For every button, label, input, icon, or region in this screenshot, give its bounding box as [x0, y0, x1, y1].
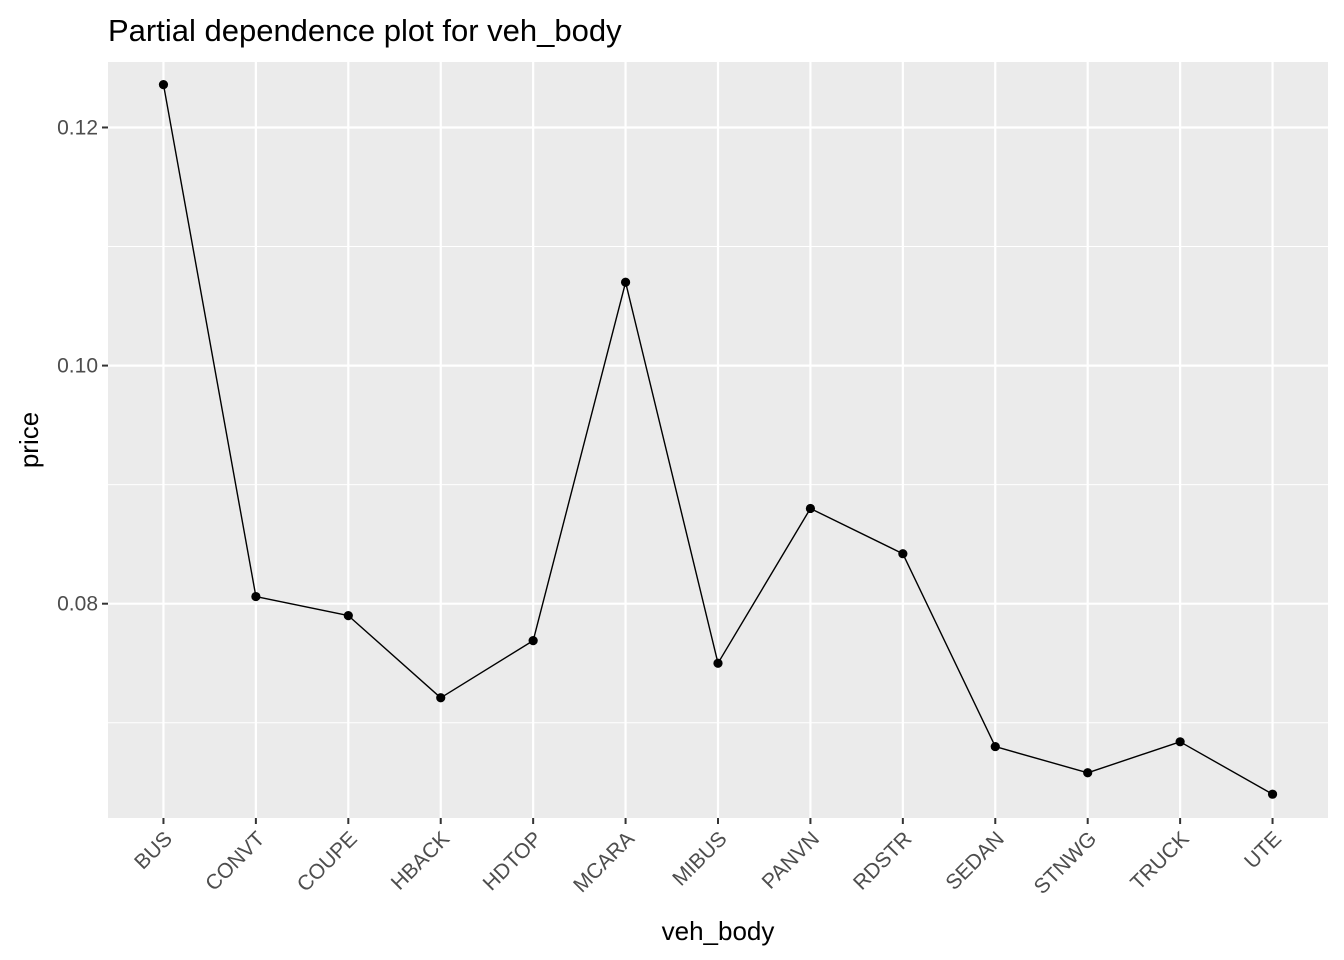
- data-point: [158, 80, 169, 90]
- data-point: [1083, 768, 1093, 778]
- data-point: [805, 503, 816, 514]
- x-tick-label: MIBUS: [668, 827, 731, 890]
- data-point: [343, 611, 353, 621]
- x-tick-label: MCARA: [569, 827, 639, 897]
- x-tick-label: STNWG: [1030, 827, 1102, 899]
- y-tick-label: 0.10: [57, 355, 98, 378]
- data-point: [251, 591, 261, 602]
- x-tick-label: BUS: [130, 827, 177, 874]
- data-point: [1267, 789, 1278, 799]
- y-axis: 0.08 0.10 0.12: [57, 116, 108, 616]
- data-points: [158, 80, 1278, 799]
- x-axis-title: veh_body: [662, 916, 775, 946]
- data-point: [990, 741, 1000, 752]
- x-tick-label: TRUCK: [1126, 827, 1193, 894]
- x-tick-label: RDSTR: [849, 827, 916, 894]
- y-axis-title: price: [14, 412, 44, 468]
- chart-title: Partial dependence plot for veh_body: [108, 13, 622, 48]
- x-tick-label: UTE: [1240, 827, 1286, 873]
- data-point: [1175, 737, 1185, 747]
- major-gridlines: [108, 62, 1328, 818]
- data-point: [620, 277, 631, 287]
- y-tick-label: 0.12: [57, 116, 98, 139]
- x-axis: BUS CONVT COUPE HBACK HDTOP MCARA MIBUS PANVN RD…: [130, 818, 1286, 899]
- data-point: [528, 636, 538, 646]
- x-tick-label: PANVN: [758, 827, 824, 893]
- x-tick-label: SEDAN: [941, 827, 1008, 894]
- data-point: [898, 549, 908, 559]
- x-tick-label: COUPE: [293, 827, 362, 896]
- data-point: [436, 693, 446, 703]
- data-point: [713, 658, 723, 668]
- y-tick-label: 0.08: [57, 593, 98, 616]
- x-tick-label: HBACK: [387, 827, 454, 894]
- x-tick-label: CONVT: [201, 827, 269, 895]
- x-tick-label: HDTOP: [479, 827, 547, 895]
